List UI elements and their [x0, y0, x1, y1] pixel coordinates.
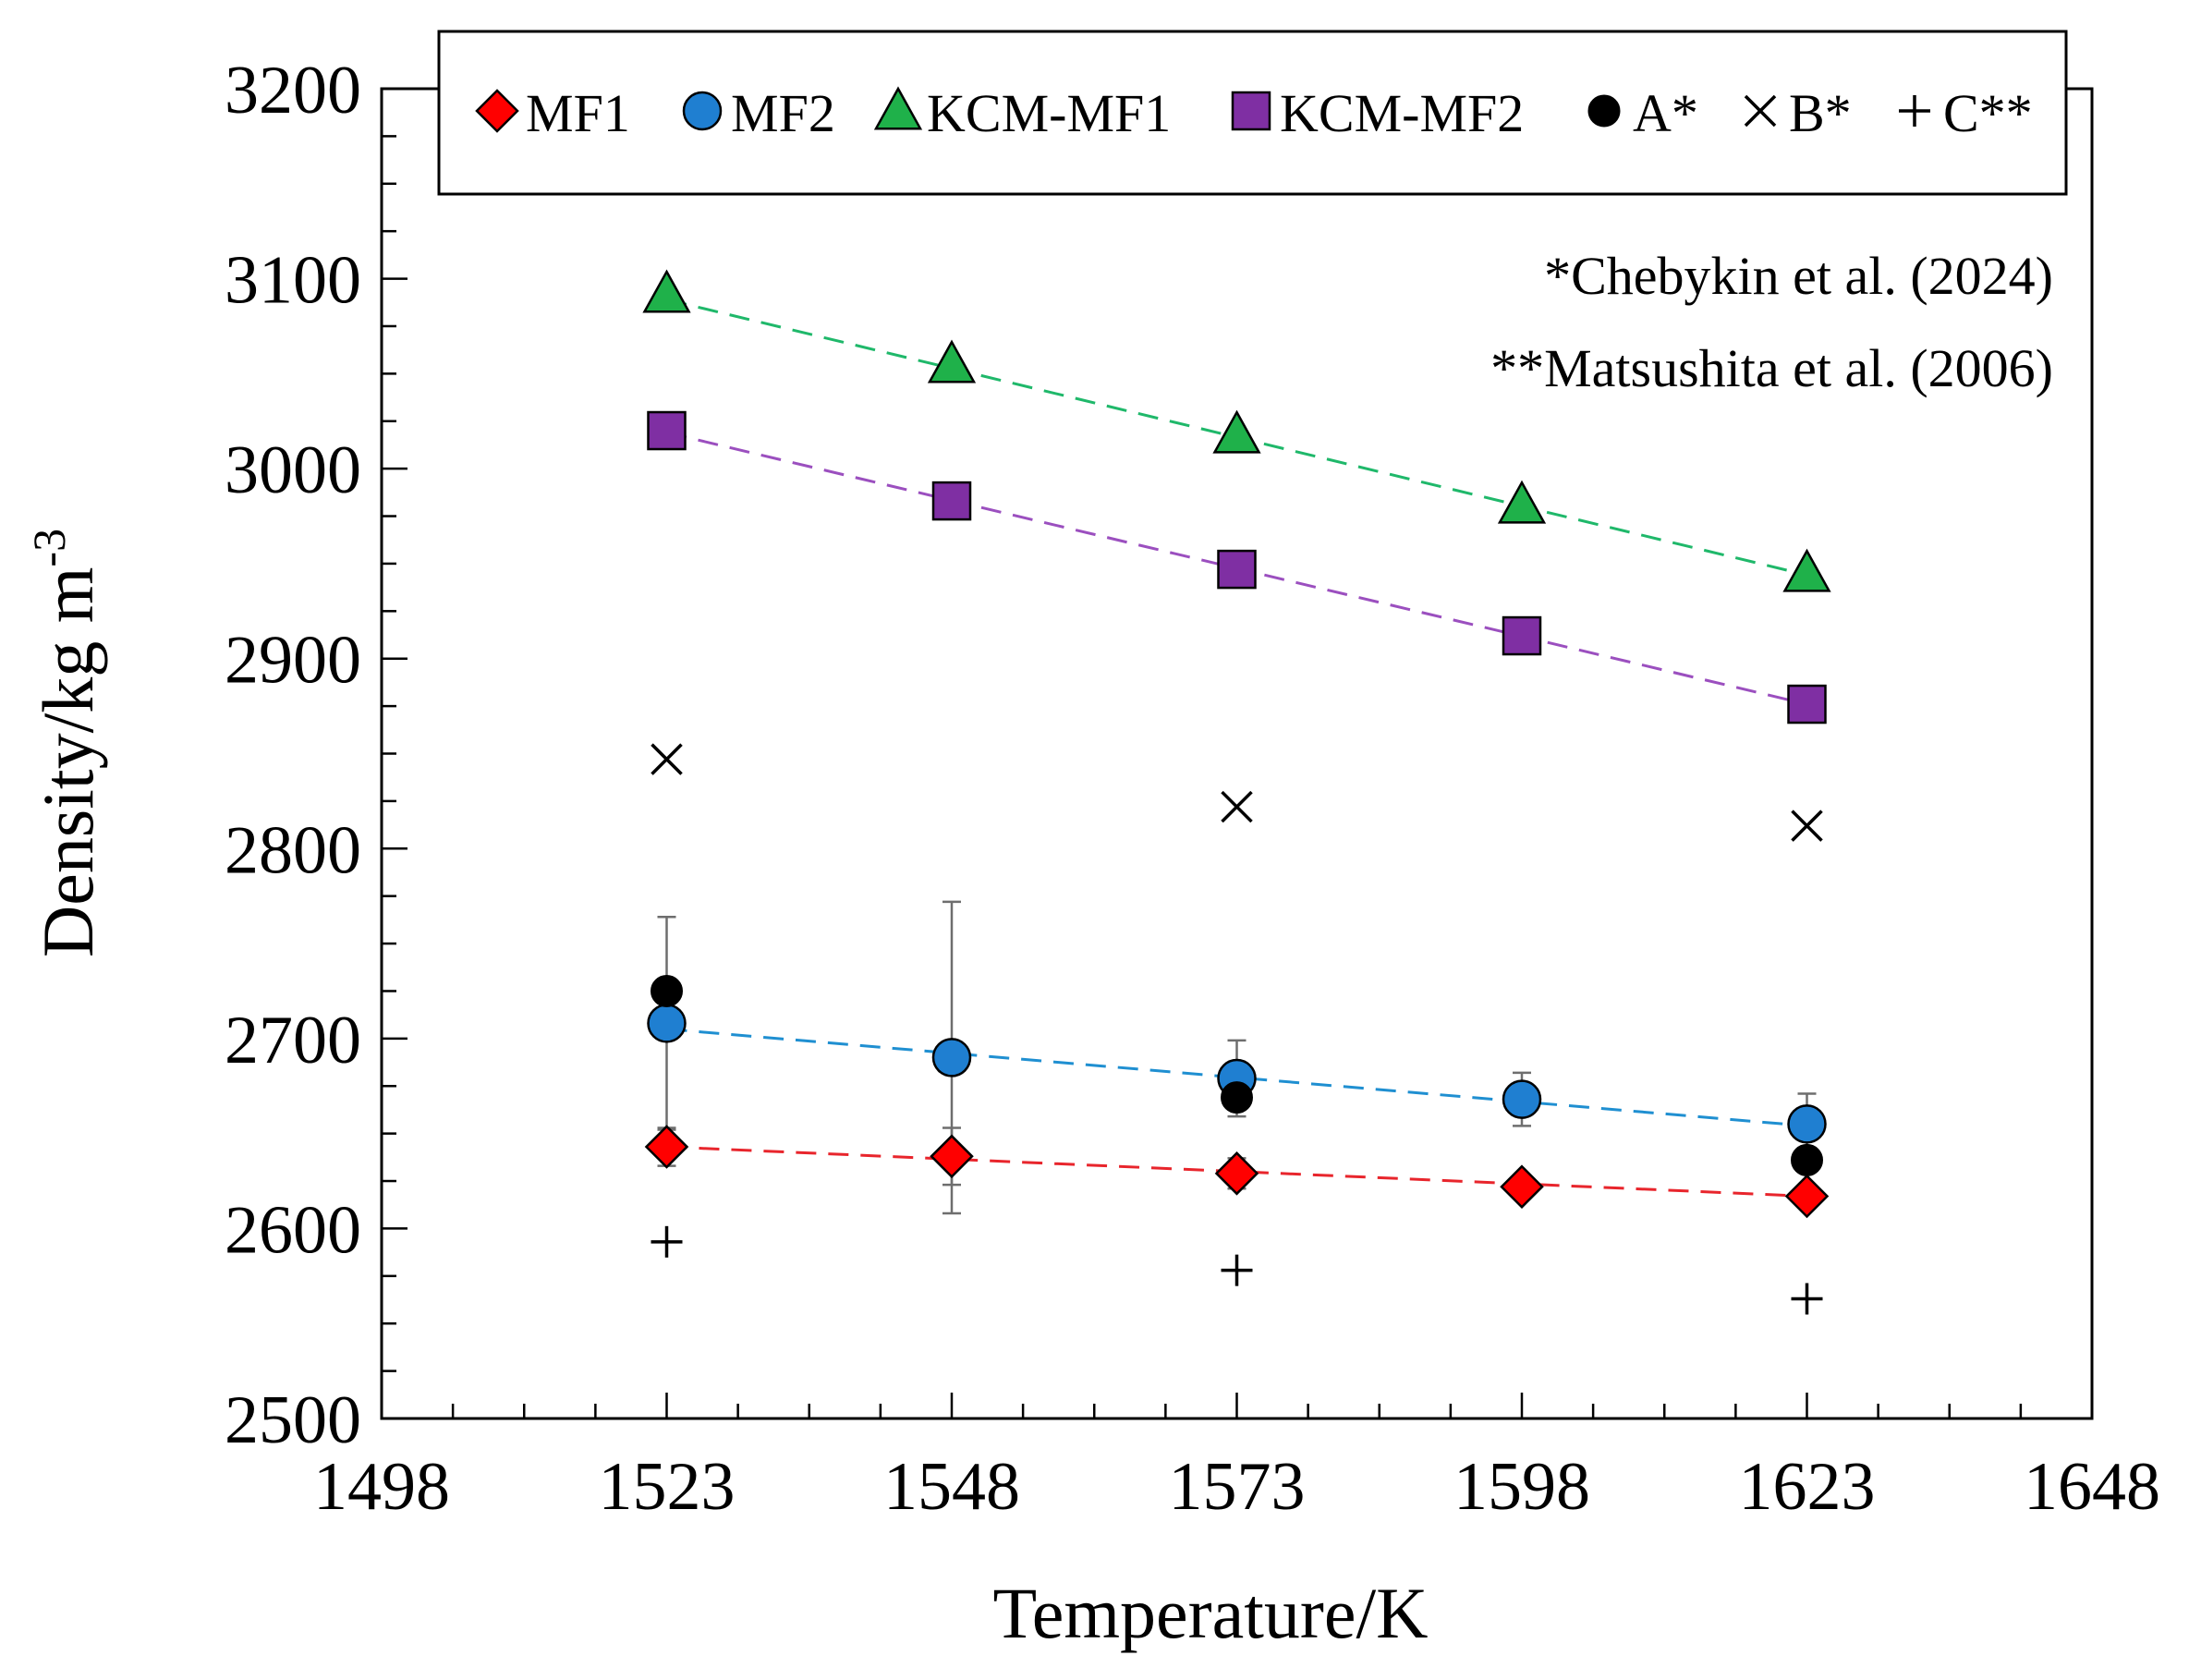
x-marker-stroke: [651, 743, 683, 775]
legend-entry-c: C**: [1899, 83, 2033, 143]
x-marker-stroke: [1221, 790, 1253, 823]
c-point: [651, 1225, 683, 1258]
y-tick-label: 2800: [225, 812, 361, 888]
legend-label: KCM-MF2: [1280, 83, 1524, 143]
kcm-mf2-point: [1217, 549, 1257, 590]
legend-entry-b: B*: [1744, 83, 1852, 143]
legend-label: A*: [1633, 83, 1698, 143]
y-axis-title-superscript: -3: [23, 529, 75, 567]
y-tick-label: 3200: [225, 53, 361, 128]
annotation-2: **Matsushita et al. (2006): [1490, 338, 2053, 398]
kcm-mf1-point: [642, 269, 691, 313]
legend-entry-mf2: MF2: [682, 83, 835, 143]
legend-label: B*: [1789, 83, 1852, 143]
x-tick-label: 1498: [313, 1449, 450, 1525]
legend-entry-kcm-mf1: KCM-MF1: [873, 83, 1171, 143]
mf2-point: [647, 1004, 687, 1043]
legend-entry-a: A*: [1587, 83, 1698, 143]
mf2-point: [931, 1038, 972, 1077]
mf2-point: [1787, 1104, 1827, 1144]
a-point: [651, 974, 683, 1007]
legend-label: KCM-MF1: [927, 83, 1171, 143]
mf1-point: [1214, 1151, 1259, 1196]
legend-marker: [682, 91, 723, 131]
legend-marker: [1899, 95, 1930, 127]
y-axis-title: Density/kg m-3: [23, 529, 108, 957]
legend-marker: [1587, 94, 1621, 128]
mf1-fit-line: [666, 1145, 1807, 1198]
x-marker-stroke: [1744, 94, 1777, 128]
legend-entry-mf1: MF1: [475, 83, 630, 143]
kcm-mf1-point: [927, 339, 977, 383]
y-axis-title-base: Density/kg m: [28, 567, 108, 958]
legend-label: MF1: [526, 83, 630, 143]
mf2-fit-line: [666, 1028, 1807, 1127]
y-tick-label: 2500: [225, 1382, 361, 1458]
x-tick-label: 1573: [1169, 1449, 1306, 1525]
svg-text:Density/kg m-3: Density/kg m-3: [23, 529, 108, 957]
y-tick-label: 2700: [225, 1003, 361, 1078]
y-tick-label: 2900: [225, 623, 361, 699]
x-axis-title: Temperature/K: [993, 1573, 1429, 1653]
y-tick-label: 3100: [225, 243, 361, 319]
kcm-mf1-point: [1782, 548, 1831, 592]
b-point: [1791, 810, 1823, 842]
y-tick-label: 3000: [225, 432, 361, 508]
kcm-mf2-point: [1502, 615, 1542, 656]
legend-marker: [1744, 94, 1777, 128]
mf1-point: [930, 1134, 974, 1179]
x-tick-label: 1598: [1453, 1449, 1590, 1525]
kcm-mf2-point: [931, 481, 972, 521]
mf1-point: [1500, 1164, 1544, 1209]
legend-marker: [873, 86, 923, 130]
legend-marker: [475, 89, 519, 133]
x-tick-label: 1648: [2024, 1449, 2160, 1525]
mf2-point: [1502, 1079, 1542, 1119]
legend-label: C**: [1943, 83, 2033, 143]
legend-marker: [1231, 91, 1271, 131]
legend: MF1 MF2 KCM-MF1 KCM-MF2 A* B* C**: [437, 30, 2068, 196]
legend-entry-kcm-mf2: KCM-MF2: [1231, 83, 1524, 143]
a-point: [1791, 1143, 1823, 1176]
x-marker-stroke: [1791, 810, 1823, 842]
mf1-point: [644, 1125, 689, 1169]
mf1-point: [1784, 1174, 1830, 1219]
y-tick-label: 2600: [225, 1192, 361, 1268]
b-point: [651, 743, 683, 775]
kcm-mf1-point: [1497, 480, 1547, 524]
plot-layer: 2500 2600 2700 2800 2900 3000 3100 3200 1498 1523…: [225, 53, 2160, 1525]
annotation-1: *Chebykin et al. (2024): [1544, 246, 2053, 306]
kcm-mf1-point: [1212, 409, 1261, 454]
b-point: [1221, 790, 1253, 823]
c-point: [1221, 1254, 1253, 1286]
legend-label: MF2: [731, 83, 835, 143]
x-tick-label: 1548: [883, 1449, 1020, 1525]
kcm-mf2-point: [1787, 684, 1827, 724]
a-point: [1221, 1081, 1253, 1114]
c-point: [1791, 1283, 1823, 1315]
kcm-mf2-point: [647, 410, 687, 451]
x-tick-label: 1523: [599, 1449, 736, 1525]
x-tick-label: 1623: [1739, 1449, 1876, 1525]
